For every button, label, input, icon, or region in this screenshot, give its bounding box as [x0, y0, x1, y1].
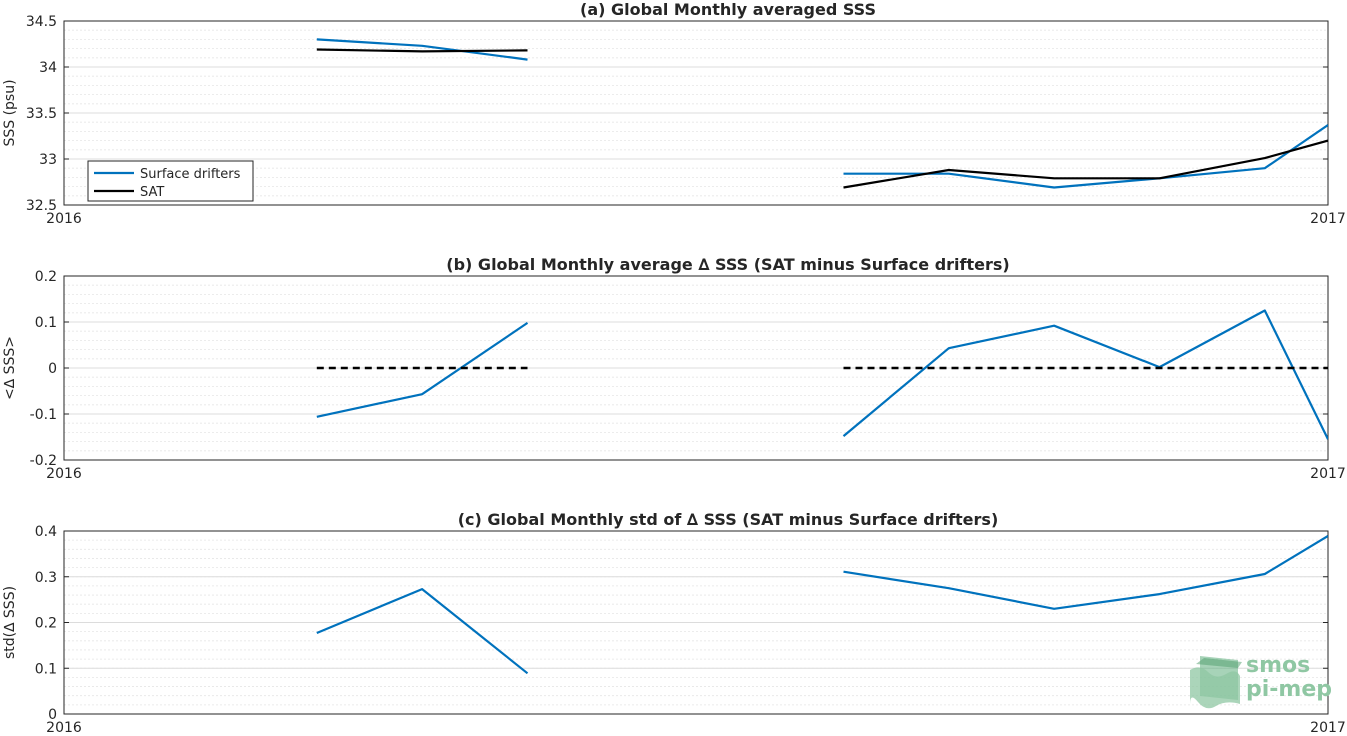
x-tick-label: 2016 — [46, 720, 82, 736]
series-line-1 — [316, 587, 529, 675]
y-tick-label: 0.3 — [35, 570, 57, 586]
x-tick-label: 2016 — [46, 466, 82, 482]
y-tick-label: 0 — [48, 361, 57, 377]
y-tick-label: 0 — [48, 707, 57, 723]
series-line-1 — [316, 321, 529, 418]
panel-title: (b) Global Monthly average ∆ SSS (SAT mi… — [446, 255, 1009, 274]
y-tick-label: 0.2 — [35, 616, 57, 632]
x-tick-label: 2016 — [46, 211, 82, 227]
y-axis-label: SSS (psu) — [2, 79, 18, 146]
waves-cube-icon — [1190, 656, 1242, 709]
y-axis-label: std(∆ SSS) — [2, 586, 18, 659]
y-tick-label: 0.1 — [35, 315, 57, 331]
y-axis-label: <∆ SSS> — [2, 336, 18, 400]
y-tick-label: 0.2 — [35, 269, 57, 285]
axes-box — [63, 20, 1329, 206]
panel-title: (a) Global Monthly averaged SSS — [580, 0, 876, 19]
panel-title: (c) Global Monthly std of ∆ SSS (SAT min… — [458, 510, 999, 529]
y-tick-label: 34 — [39, 60, 57, 76]
series-line-1 — [843, 535, 1328, 610]
panel-2: -0.2 -0.1 0 0.1 0.2 2016 2017 (b) Global Monthl… — [2, 255, 1346, 482]
panel-3: 0 0.1 0.2 0.3 0.4 2016 2017 (c) Global Monthly … — [2, 510, 1346, 736]
x-tick-label: 2017 — [1310, 211, 1346, 227]
series-line-2 — [843, 139, 1328, 189]
y-tick-label: -0.2 — [30, 453, 57, 469]
series-line-2 — [316, 48, 528, 53]
y-tick-label: -0.1 — [30, 407, 57, 423]
y-tick-label: 33 — [39, 152, 57, 168]
y-tick-label: 33.5 — [26, 106, 57, 122]
x-tick-label: 2017 — [1310, 720, 1346, 736]
legend-entry: SAT — [140, 185, 164, 200]
legend-box — [87, 160, 254, 202]
x-tick-label: 2017 — [1310, 466, 1346, 482]
series-line-1 — [316, 38, 528, 61]
legend-entry: Surface drifters — [140, 167, 241, 182]
y-tick-label: 32.5 — [26, 198, 57, 214]
logo-line1: smos — [1246, 653, 1310, 678]
y-tick-label: 0.1 — [35, 661, 57, 677]
panel-1: 32.5 33 33.5 34 34.5 2016 2017 (a) Global Month… — [2, 0, 1346, 227]
y-tick-label: 0.4 — [35, 524, 57, 540]
y-tick-label: 34.5 — [26, 14, 57, 30]
series-line-1 — [842, 309, 1328, 440]
axes-box — [63, 530, 1329, 715]
legend: Surface drifters SAT — [87, 160, 254, 202]
smos-pi-mep-logo: smos pi-mep — [1190, 653, 1332, 709]
logo-line2: pi-mep — [1246, 677, 1332, 702]
